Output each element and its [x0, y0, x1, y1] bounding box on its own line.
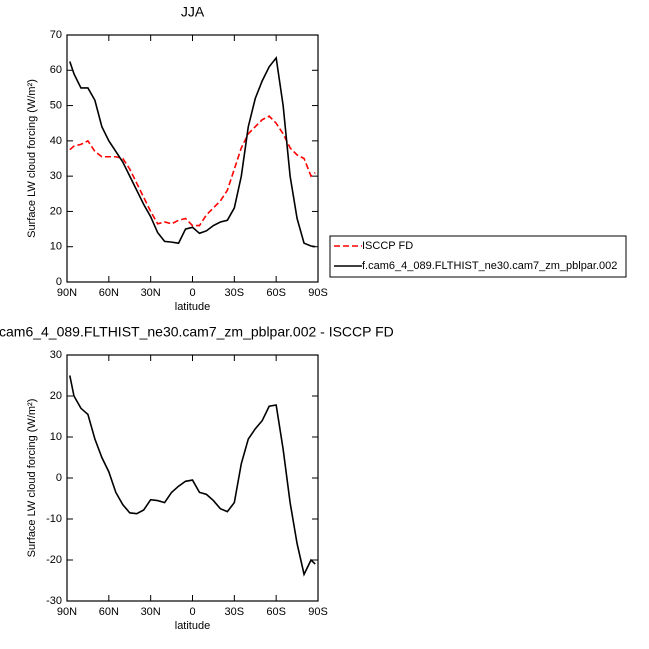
- y-tick-label: -30: [46, 595, 62, 607]
- y-axis-label: Surface LW cloud forcing (W/m²): [26, 79, 38, 238]
- x-tick-label: 60S: [266, 287, 286, 299]
- x-tick-label: 60N: [99, 287, 119, 299]
- x-tick-label: 90S: [308, 287, 328, 299]
- x-tick-label: 60N: [99, 606, 119, 618]
- y-tick-label: 10: [50, 431, 62, 443]
- y-tick-label: 0: [56, 472, 62, 484]
- chart-title: JJA: [181, 4, 205, 20]
- data-line: [69, 115, 316, 227]
- chart-title: f.cam6_4_089.FLTHIST_ne30.cam7_zm_pblpar…: [0, 324, 394, 340]
- data-line: [69, 55, 316, 248]
- x-axis-label: latitude: [175, 620, 210, 632]
- legend-label: f.cam6_4_089.FLTHIST_ne30.cam7_zm_pblpar…: [362, 260, 617, 272]
- y-tick-label: 70: [50, 29, 62, 41]
- y-tick-label: 10: [50, 241, 62, 253]
- y-axis-label: Surface LW cloud forcing (W/m²): [26, 399, 38, 558]
- data-line: [69, 375, 316, 577]
- x-axis-label: latitude: [175, 301, 210, 313]
- x-tick-label: 0: [189, 287, 195, 299]
- x-tick-label: 60S: [266, 606, 286, 618]
- x-tick-label: 0: [189, 606, 195, 618]
- y-tick-label: -10: [46, 513, 62, 525]
- y-tick-label: 0: [56, 276, 62, 288]
- x-tick-label: 90N: [57, 606, 77, 618]
- y-tick-label: -20: [46, 554, 62, 566]
- y-tick-label: 20: [50, 205, 62, 217]
- y-tick-label: 20: [50, 390, 62, 402]
- y-tick-label: 30: [50, 349, 62, 361]
- x-tick-label: 30S: [225, 606, 245, 618]
- legend-label: ISCCP FD: [362, 240, 413, 252]
- y-tick-label: 50: [50, 99, 62, 111]
- legend-box: [329, 235, 627, 278]
- y-tick-label: 60: [50, 64, 62, 76]
- plot-frame: [66, 34, 319, 283]
- x-tick-label: 30S: [225, 287, 245, 299]
- x-tick-label: 30N: [141, 287, 161, 299]
- plot-frame: [66, 354, 319, 602]
- x-tick-label: 90N: [57, 287, 77, 299]
- x-tick-label: 90S: [308, 606, 328, 618]
- x-tick-label: 30N: [141, 606, 161, 618]
- y-tick-label: 40: [50, 135, 62, 147]
- y-tick-label: 30: [50, 170, 62, 182]
